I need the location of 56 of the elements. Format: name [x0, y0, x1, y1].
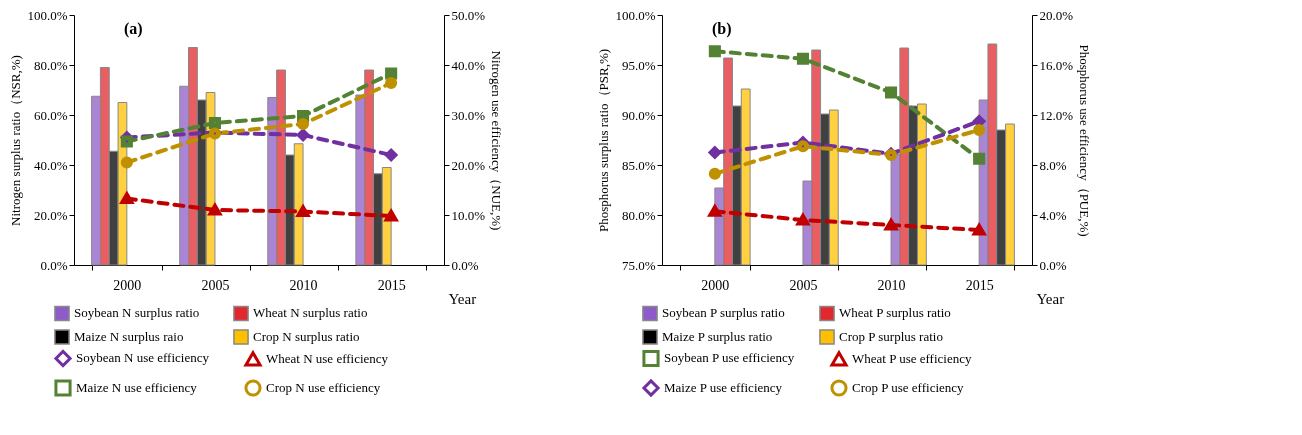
- y-tick-label: 40.0%: [33, 157, 68, 173]
- legend-label: Wheat N use efficiency: [266, 350, 389, 366]
- x-tick-label: 2015: [965, 277, 994, 293]
- y-axis-title: Phosphorus surplus ratio（PSR,%): [596, 48, 612, 233]
- y-tick-label: 100.0%: [27, 7, 68, 23]
- y2-axis-title: Nitrogen use efficiency（NUE,%): [489, 50, 505, 231]
- y-tick-label: 75.0%: [621, 257, 656, 273]
- y-tick-label: 80.0%: [33, 57, 68, 73]
- legend-label: Soybean N use efficiency: [76, 350, 210, 366]
- y2-tick-label: 20.0%: [1039, 7, 1074, 23]
- y-tick-label: 90.0%: [621, 107, 656, 123]
- legend-label: Crop N use efficiency: [266, 380, 381, 395]
- y2-tick-label: 0.0%: [451, 257, 479, 273]
- x-tick-label: 2015: [377, 277, 406, 293]
- y-tick-label: 80.0%: [621, 207, 656, 223]
- y-tick-label: 0.0%: [40, 257, 68, 273]
- y-tick-label: 85.0%: [621, 157, 656, 173]
- legend-label: Crop N surplus ratio: [253, 329, 360, 344]
- y-axis-title: Nitrogen surplus ratio（NSR,%): [8, 55, 24, 226]
- chart-title: (b): [712, 20, 732, 38]
- y2-tick-label: 30.0%: [451, 107, 486, 123]
- legend-label: Soybean P use efficiency: [664, 350, 795, 366]
- legend-label: Soybean N surplus ratio: [74, 305, 200, 321]
- legend-label: Maize P surplus ratio: [662, 329, 773, 344]
- y2-tick-label: 40.0%: [451, 57, 486, 73]
- y2-tick-label: 8.0%: [1039, 157, 1067, 173]
- y2-tick-label: 0.0%: [1039, 257, 1067, 273]
- chart-title: (a): [124, 20, 143, 38]
- legend-label: Wheat N surplus ratio: [253, 305, 368, 321]
- y-tick-label: 95.0%: [621, 57, 656, 73]
- y2-tick-label: 4.0%: [1039, 207, 1067, 223]
- legend-label: Maize P use efficiency: [664, 380, 783, 395]
- x-tick-label: 2000: [113, 277, 142, 293]
- legend-label: Soybean P surplus ratio: [662, 305, 785, 321]
- x-axis-title: Year: [448, 290, 477, 307]
- legend-label: Maize N use efficiency: [76, 380, 198, 395]
- x-axis-title: Year: [1036, 290, 1065, 307]
- legend-label: Crop P use efficiency: [852, 380, 965, 395]
- y-tick-label: 100.0%: [615, 7, 656, 23]
- y2-tick-label: 50.0%: [451, 7, 486, 23]
- legend-label: Wheat P surplus ratio: [839, 305, 951, 321]
- x-tick-label: 2000: [701, 277, 730, 293]
- x-tick-label: 2005: [201, 277, 230, 293]
- x-tick-label: 2010: [289, 277, 318, 293]
- x-tick-label: 2010: [877, 277, 906, 293]
- y2-tick-label: 10.0%: [451, 207, 486, 223]
- legend-label: Crop P surplus ratio: [839, 329, 943, 344]
- y2-tick-label: 20.0%: [451, 157, 486, 173]
- x-tick-label: 2005: [789, 277, 818, 293]
- y2-tick-label: 12.0%: [1039, 107, 1074, 123]
- legend-label: Wheat P use efficiency: [852, 350, 972, 366]
- y2-axis-title: Phosphorus use efficiency（PUE,%): [1077, 44, 1093, 237]
- legend-label: Maize N surplus raio: [74, 329, 184, 344]
- y-tick-label: 60.0%: [33, 107, 68, 123]
- y2-tick-label: 16.0%: [1039, 57, 1074, 73]
- y-tick-label: 20.0%: [33, 207, 68, 223]
